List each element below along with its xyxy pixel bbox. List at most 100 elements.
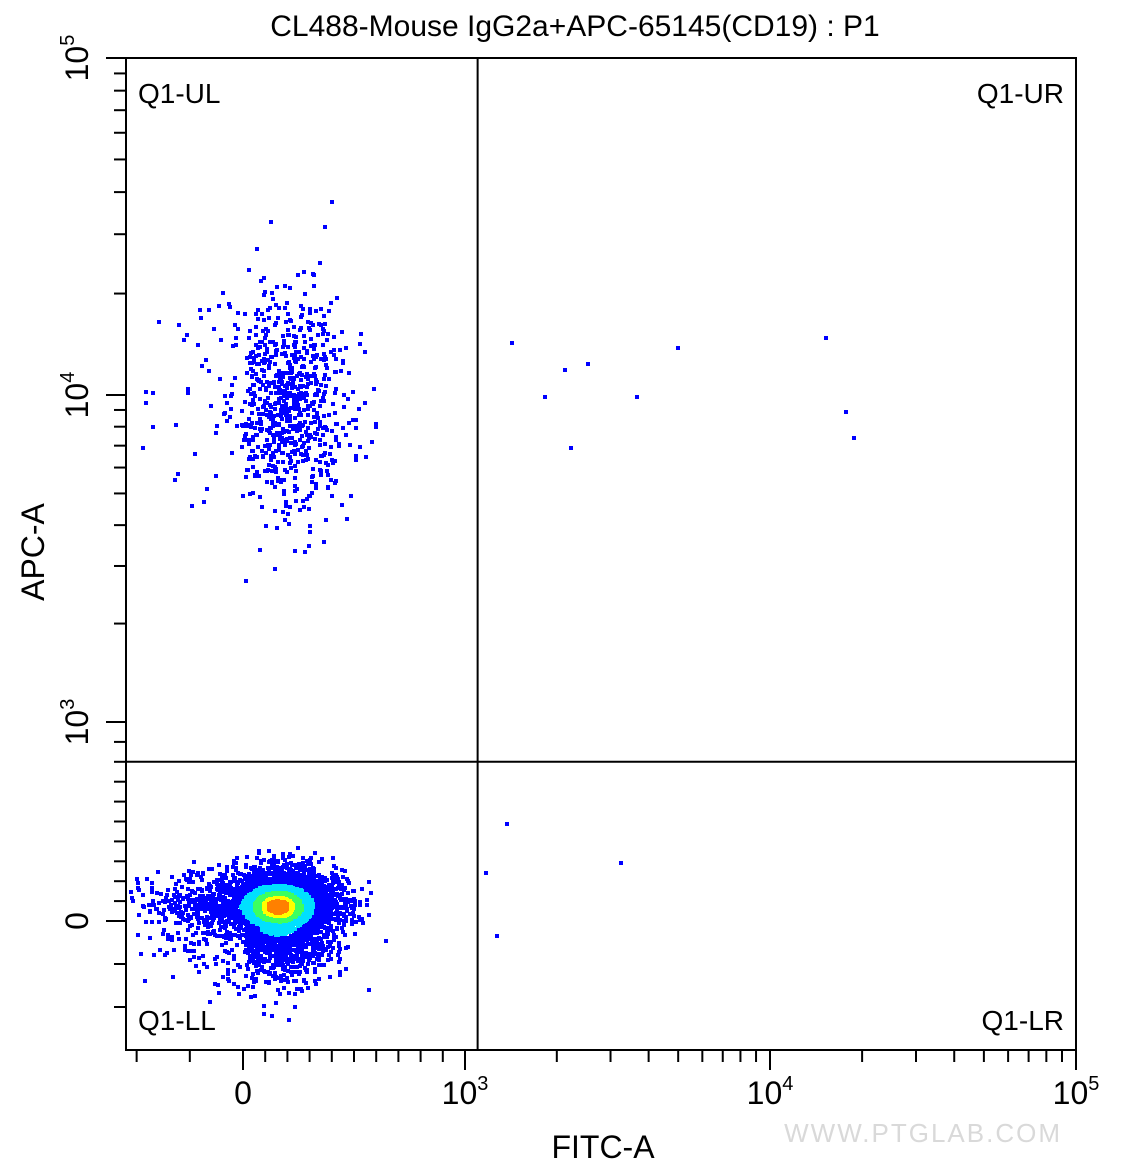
event-dot (342, 919, 346, 923)
event-dot (212, 929, 216, 933)
event-dot (224, 923, 228, 927)
event-dot (312, 937, 316, 941)
event-dot (293, 1005, 297, 1009)
event-dot (225, 869, 229, 873)
event-dot (322, 947, 326, 951)
event-dot (317, 936, 321, 940)
event-dot (195, 873, 199, 877)
event-dot (217, 863, 221, 867)
event-dot (303, 864, 307, 868)
event-dot (297, 927, 301, 931)
event-dot (208, 889, 212, 893)
event-dot (311, 949, 315, 953)
event-dot (206, 930, 210, 934)
event-dot (228, 880, 232, 884)
event-dot (177, 894, 181, 898)
event-dot (311, 961, 315, 965)
event-dot (170, 938, 174, 942)
event-dot (339, 905, 343, 909)
event-dot (353, 932, 357, 936)
event-dot (197, 940, 201, 944)
event-dot (299, 962, 303, 966)
event-dot (192, 949, 196, 953)
chart-title: CL488-Mouse IgG2a+APC-65145(CD19) : P1 (270, 10, 880, 43)
event-dot (384, 939, 388, 943)
event-dot (337, 921, 341, 925)
event-dot (204, 898, 208, 902)
event-dot (306, 862, 310, 866)
event-dot (226, 977, 230, 981)
event-dot (184, 906, 188, 910)
event-dot (344, 967, 348, 971)
event-dot (286, 969, 290, 973)
event-dot (205, 965, 209, 969)
event-dot (232, 954, 236, 958)
event-dot (342, 912, 346, 916)
event-dot (175, 890, 179, 894)
event-dot (200, 889, 204, 893)
event-dot (137, 913, 141, 917)
event-dot (369, 891, 373, 895)
event-dot (260, 965, 264, 969)
event-dot (209, 885, 213, 889)
event-dot (301, 856, 305, 860)
event-dot (267, 849, 271, 853)
event-dot (317, 977, 321, 981)
event-dot (150, 890, 154, 894)
event-dot (223, 873, 227, 877)
event-dot (282, 986, 286, 990)
event-dot (302, 978, 306, 982)
event-dot (194, 964, 198, 968)
event-dot (194, 931, 198, 935)
event-dot (246, 984, 250, 988)
event-dot (221, 975, 225, 979)
event-dot (183, 948, 187, 952)
event-dot (313, 979, 317, 983)
event-dot (210, 897, 214, 901)
event-dot (351, 911, 355, 915)
event-dot (358, 900, 362, 904)
event-dot (276, 860, 280, 864)
event-dot (187, 904, 191, 908)
event-dot (219, 905, 223, 909)
event-dot (338, 970, 342, 974)
event-dot (180, 885, 184, 889)
event-dot (248, 954, 252, 958)
event-dot (326, 945, 330, 949)
event-dot (307, 952, 311, 956)
event-dot (189, 873, 193, 877)
event-dot (262, 945, 266, 949)
event-dot (294, 866, 298, 870)
event-dot (218, 928, 222, 932)
event-dot (155, 907, 159, 911)
event-dot (137, 888, 141, 892)
event-dot (329, 957, 333, 961)
event-dot (142, 905, 146, 909)
event-dot (226, 961, 230, 965)
event-dot (332, 936, 336, 940)
event-dot (155, 891, 159, 895)
event-dot (348, 912, 352, 916)
event-dot (331, 946, 335, 950)
event-dot (281, 963, 285, 967)
event-dot (201, 931, 205, 935)
event-dot (343, 904, 347, 908)
event-dot (313, 851, 317, 855)
event-dot (340, 868, 344, 872)
event-dot (301, 873, 305, 877)
event-dot (314, 982, 318, 986)
event-dot (251, 985, 255, 989)
event-dot (367, 880, 371, 884)
event-dot (264, 980, 268, 984)
event-dot (161, 912, 165, 916)
event-dot (208, 905, 212, 909)
event-dot (251, 972, 255, 976)
event-dot (290, 863, 294, 867)
event-dot (259, 968, 263, 972)
event-dot (193, 905, 197, 909)
event-dot (170, 875, 174, 879)
event-dot (278, 992, 282, 996)
event-dot (334, 866, 338, 870)
event-dot (311, 953, 315, 957)
event-dot (303, 966, 307, 970)
